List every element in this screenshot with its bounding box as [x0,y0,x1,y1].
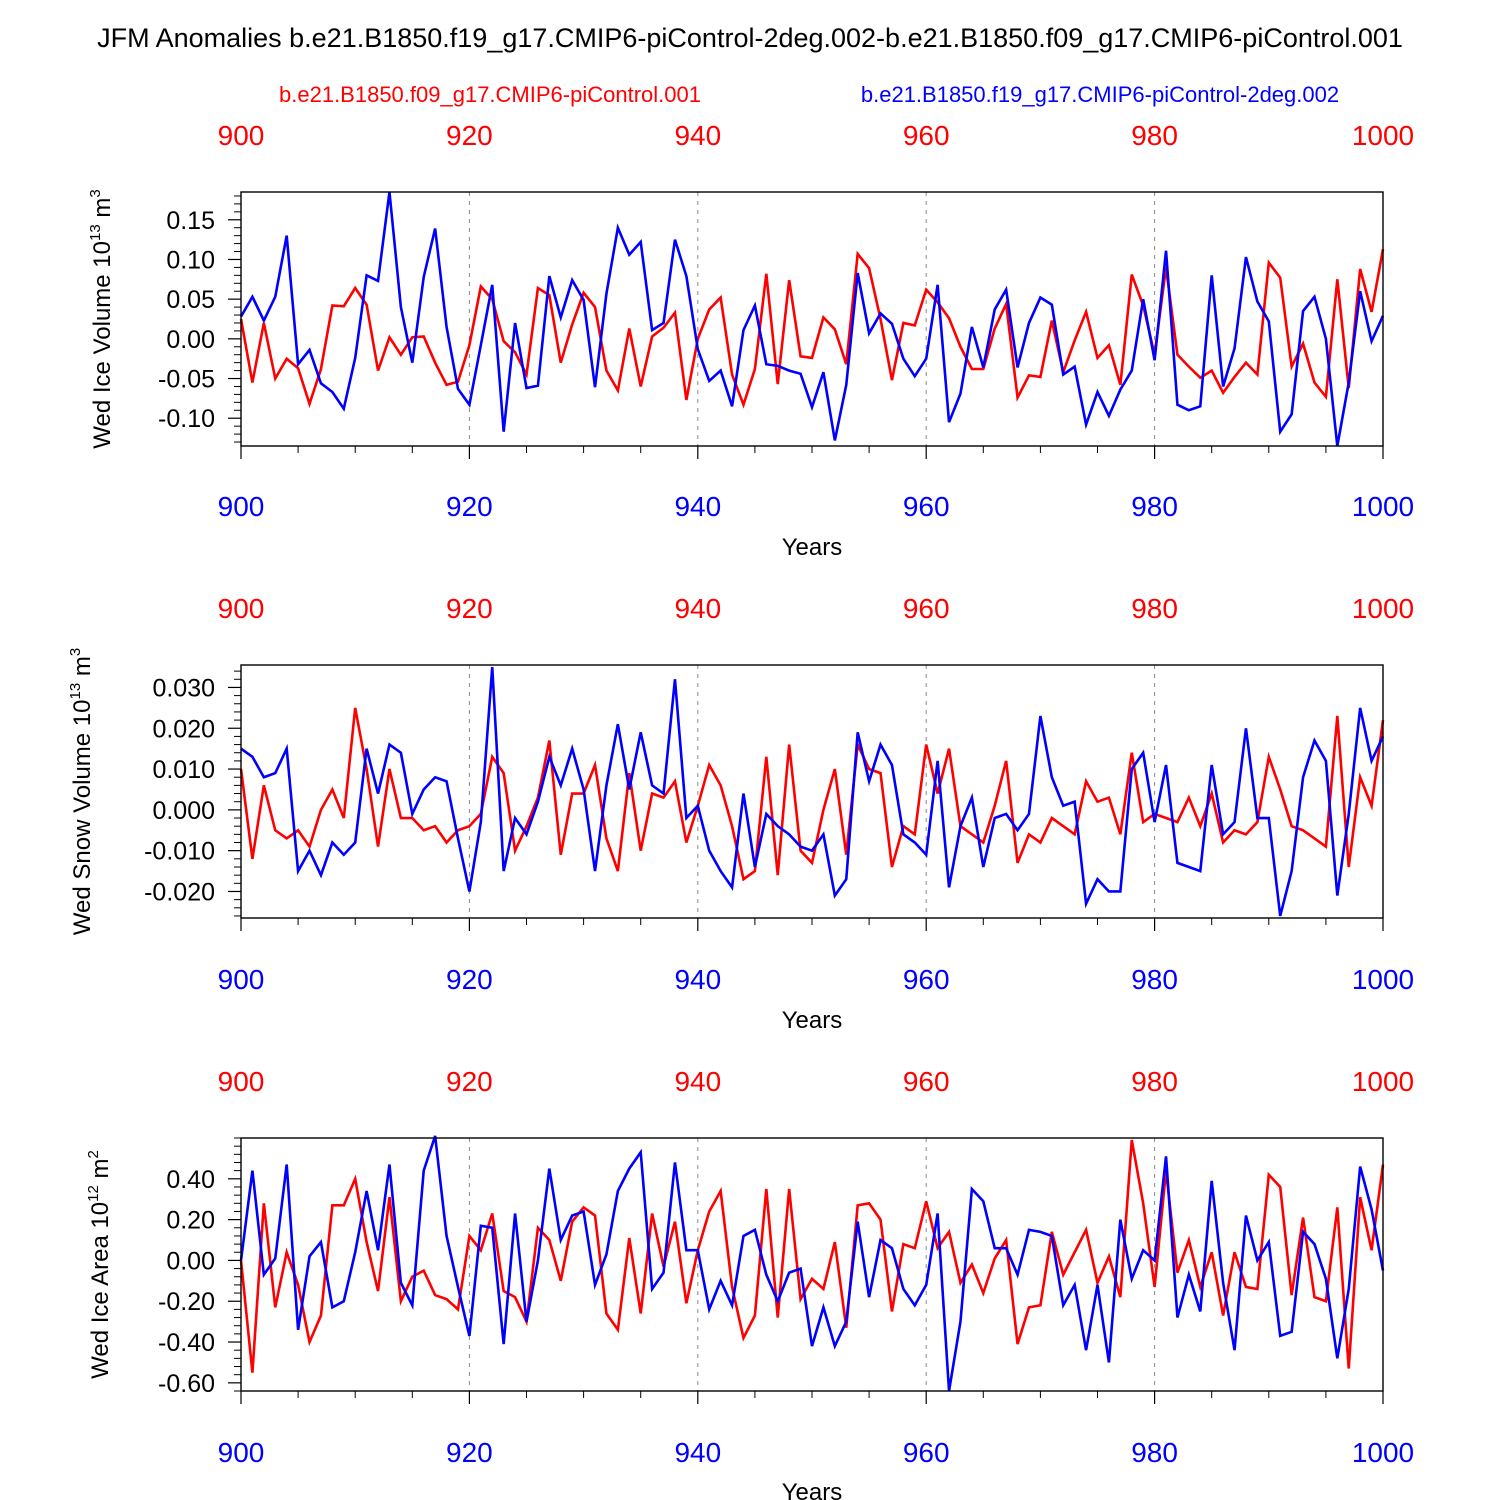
bottom-x-tick-label: 900 [218,964,265,995]
y-tick-label: -0.10 [158,405,215,433]
top-x-tick-label: 920 [446,593,493,624]
series-line-blue [239,1135,1385,1392]
y-axis-label-exp: 13 [87,224,104,241]
x-axis-label: Years [782,534,843,561]
bottom-x-tick-label: 1000 [1352,964,1414,995]
bottom-x-tick-label: 940 [674,964,721,995]
bottom-x-tick-label: 900 [218,491,265,522]
top-x-tick-label: 940 [674,593,721,624]
top-x-tick-label: 900 [218,120,265,151]
y-axis-label-unit-exp: 3 [87,189,104,197]
y-tick-label: -0.010 [144,838,215,866]
plot-frame [240,191,1384,447]
bottom-x-tick-label: 940 [674,491,721,522]
panel-3: -0.60 -0.40 -0.20 0.00 0.20 0.40 900 900 920 920 9… [85,1066,1414,1500]
y-axis-label-exp: 13 [67,683,84,700]
y-axis-label-unit: m [69,656,96,683]
series-line-blue [240,666,1385,917]
y-tick-label: 0.030 [152,674,215,702]
y-axis-label: Wed Ice Volume 1013 m3 [87,189,116,448]
top-x-tick-label: 920 [446,1066,493,1097]
series-line-blue [239,191,1385,447]
y-axis-label-unit: m [87,1158,114,1185]
legend-red: b.e21.B1850.f09_g17.CMIP6-piControl.001 [279,82,701,107]
y-axis-label-unit: m [89,198,116,225]
y-axis-label-main: Wed Ice Volume 10 [89,241,116,449]
y-tick-label: 0.020 [152,715,215,743]
x-axis-label: Years [782,1479,843,1500]
plot-frame [240,664,1384,919]
y-axis-label-unit-exp: 2 [85,1150,102,1158]
top-x-tick-label: 920 [446,120,493,151]
y-axis-label-unit-exp: 3 [67,648,84,656]
figure-title: JFM Anomalies b.e21.B1850.f19_g17.CMIP6-… [97,23,1403,53]
top-x-tick-label: 900 [218,1066,265,1097]
y-tick-label: 0.40 [166,1166,215,1194]
legend-blue: b.e21.B1850.f19_g17.CMIP6-piControl-2deg… [861,82,1339,107]
bottom-x-tick-label: 1000 [1352,491,1414,522]
series-line-red [239,1139,1385,1373]
bottom-x-tick-label: 980 [1131,964,1178,995]
x-axis-label: Years [782,1007,843,1034]
series-line-red [239,248,1385,409]
top-x-tick-label: 1000 [1352,1066,1414,1097]
top-x-tick-label: 1000 [1352,120,1414,151]
panel-2: -0.020 -0.010 0.000 0.010 0.020 0.030 900 900 92… [67,593,1414,1034]
y-tick-label: -0.020 [144,878,215,906]
y-tick-label: 0.10 [166,246,215,274]
y-tick-label: 0.000 [152,797,215,825]
y-tick-label: 0.15 [166,207,215,235]
y-axis-label-exp: 12 [85,1185,102,1202]
top-x-tick-label: 1000 [1352,593,1414,624]
y-tick-label: -0.20 [158,1288,215,1316]
bottom-x-tick-label: 980 [1131,1437,1178,1468]
plot-frame [240,1137,1384,1392]
y-tick-label: 0.00 [166,1247,215,1275]
bottom-x-tick-label: 920 [446,1437,493,1468]
y-tick-label: -0.60 [158,1370,215,1398]
y-tick-label: 0.20 [166,1207,215,1235]
y-axis-label: Wed Ice Area 1012 m2 [85,1150,114,1379]
y-axis-label: Wed Snow Volume 1013 m3 [67,648,96,935]
bottom-x-tick-label: 980 [1131,491,1178,522]
top-x-tick-label: 960 [903,1066,950,1097]
top-x-tick-label: 960 [903,120,950,151]
y-tick-label: -0.05 [158,366,215,394]
top-x-tick-label: 960 [903,593,950,624]
y-tick-label: 0.05 [166,286,215,314]
bottom-x-tick-label: 1000 [1352,1437,1414,1468]
top-x-tick-label: 980 [1131,593,1178,624]
y-tick-label: 0.010 [152,756,215,784]
bottom-x-tick-label: 960 [903,1437,950,1468]
y-tick-label: 0.00 [166,326,215,354]
bottom-x-tick-label: 920 [446,964,493,995]
panels: -0.10 -0.05 0.00 0.05 0.10 0.15 900 900 920 920 94… [67,120,1414,1500]
series-line-red [239,707,1385,882]
top-x-tick-label: 940 [674,1066,721,1097]
bottom-x-tick-label: 900 [218,1437,265,1468]
bottom-x-tick-label: 940 [674,1437,721,1468]
bottom-x-tick-label: 960 [903,964,950,995]
top-x-tick-label: 980 [1131,1066,1178,1097]
top-x-tick-label: 940 [674,120,721,151]
y-axis-label-main: Wed Ice Area 10 [87,1202,114,1379]
y-axis-label-main: Wed Snow Volume 10 [69,700,96,936]
bottom-x-tick-label: 960 [903,491,950,522]
top-x-tick-label: 900 [218,593,265,624]
top-x-tick-label: 980 [1131,120,1178,151]
y-tick-label: -0.40 [158,1329,215,1357]
bottom-x-tick-label: 920 [446,491,493,522]
panel-1: -0.10 -0.05 0.00 0.05 0.10 0.15 900 900 920 920 94… [87,120,1414,561]
